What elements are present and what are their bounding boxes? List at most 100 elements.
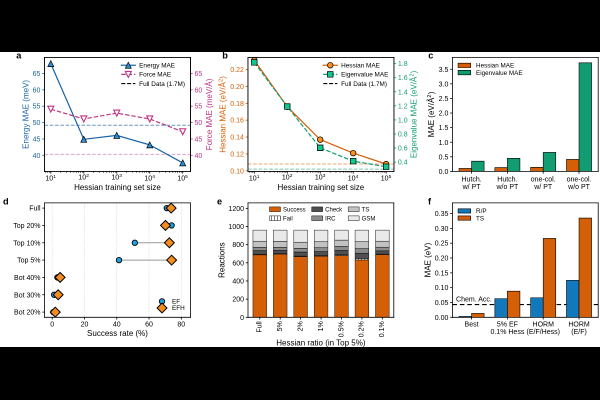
svg-text:w/o PT: w/o PT — [567, 184, 591, 191]
svg-text:0.18: 0.18 — [230, 101, 244, 108]
svg-text:400: 400 — [232, 279, 244, 286]
svg-text:55: 55 — [195, 104, 203, 111]
svg-text:w/ PT: w/ PT — [462, 184, 482, 191]
svg-text:(E/F/Hess): (E/F/Hess) — [526, 329, 559, 336]
svg-text:0.00: 0.00 — [435, 315, 449, 322]
svg-text:Full: Full — [29, 206, 41, 213]
svg-text:80: 80 — [177, 321, 185, 328]
svg-text:1 0 3: 1 0 3 — [111, 166, 123, 183]
svg-text:Top 10%: Top 10% — [13, 240, 40, 247]
svg-text:Full: Full — [257, 321, 264, 333]
svg-text:1 0 4: 1 0 4 — [348, 167, 360, 184]
svg-text:one-col.: one-col. — [567, 176, 592, 183]
svg-text:0.1% Hess: 0.1% Hess — [490, 329, 524, 336]
svg-text:65: 65 — [33, 71, 41, 78]
svg-text:0.0: 0.0 — [439, 169, 449, 176]
svg-text:800: 800 — [232, 242, 244, 249]
svg-text:M A E: M A E ( e V / Å ) 2 — [421, 87, 438, 137]
svg-text:Energy MAE (meV): Energy MAE (meV) — [21, 80, 30, 149]
svg-text:55: 55 — [33, 104, 41, 111]
svg-text:1.8: 1.8 — [398, 61, 408, 68]
svg-text:2%: 2% — [297, 321, 304, 331]
svg-text:EFH: EFH — [172, 305, 185, 312]
svg-text:Hessian training set size: Hessian training set size — [278, 183, 365, 192]
svg-text:2.0: 2.0 — [439, 111, 449, 118]
svg-text:1.0: 1.0 — [398, 117, 408, 124]
svg-text:0.30: 0.30 — [435, 226, 449, 233]
svg-text:1200: 1200 — [228, 206, 244, 213]
svg-text:0.14: 0.14 — [230, 135, 244, 142]
svg-text:(E/F): (E/F) — [571, 329, 587, 336]
svg-text:1.4: 1.4 — [398, 89, 408, 96]
svg-text:0.5%: 0.5% — [338, 321, 345, 337]
svg-text:one-col.: one-col. — [531, 176, 556, 183]
svg-text:1.6: 1.6 — [398, 75, 408, 82]
svg-text:45: 45 — [33, 137, 41, 144]
svg-text:0.05: 0.05 — [435, 300, 449, 307]
svg-text:1 0 5: 1 0 5 — [177, 167, 189, 184]
svg-text:5% EF: 5% EF — [497, 321, 518, 328]
svg-text:20: 20 — [81, 321, 89, 328]
svg-text:200: 200 — [232, 297, 244, 304]
svg-text:1 0 5: 1 0 5 — [381, 167, 393, 184]
svg-text:Energy MAE: Energy MAE — [139, 62, 175, 69]
svg-text:0.35: 0.35 — [435, 211, 449, 218]
svg-text:3.5: 3.5 — [439, 67, 449, 74]
svg-text:600: 600 — [232, 260, 244, 267]
svg-text:5%: 5% — [277, 321, 284, 331]
svg-text:Eigenvalue MAE: Eigenvalue MAE — [341, 72, 388, 79]
svg-text:1.0: 1.0 — [439, 140, 449, 147]
svg-text:HORM: HORM — [533, 321, 555, 328]
svg-text:40: 40 — [113, 321, 121, 328]
svg-text:Hessian training set size: Hessian training set size — [74, 183, 161, 192]
svg-text:1.5: 1.5 — [439, 125, 449, 132]
svg-text:Top 5%: Top 5% — [17, 258, 40, 265]
svg-text:1 0 4: 1 0 4 — [144, 167, 156, 184]
svg-text:40: 40 — [195, 153, 203, 160]
svg-text:45: 45 — [195, 137, 203, 144]
svg-text:40: 40 — [33, 153, 41, 160]
svg-text:0.16: 0.16 — [230, 118, 244, 125]
svg-text:MAE (eV): MAE (eV) — [424, 242, 433, 277]
svg-text:Fail: Fail — [283, 216, 293, 222]
svg-text:0.20: 0.20 — [230, 84, 244, 91]
svg-text:Check: Check — [325, 207, 343, 213]
svg-text:Top 20%: Top 20% — [13, 223, 40, 230]
svg-text:1%: 1% — [318, 321, 325, 331]
svg-text:e: e — [217, 196, 222, 206]
svg-text:E i g e: E i g e n v a l u e M A E ( e V / Å ) 2 — [404, 66, 421, 158]
svg-text:0.20: 0.20 — [435, 256, 449, 263]
svg-text:1.2: 1.2 — [398, 103, 408, 110]
svg-text:60: 60 — [33, 87, 41, 94]
svg-text:w/ PT: w/ PT — [533, 184, 553, 191]
svg-text:Hutch.: Hutch. — [461, 176, 481, 183]
svg-text:Reactions: Reactions — [217, 242, 226, 278]
svg-text:Full Data (1.7M): Full Data (1.7M) — [341, 81, 387, 88]
svg-text:Force MAE (meV/Å): Force MAE (meV/Å) — [205, 78, 214, 150]
svg-text:Success rate (%): Success rate (%) — [87, 329, 148, 338]
svg-text:1 0 2: 1 0 2 — [78, 166, 90, 183]
svg-text:Bot 20%: Bot 20% — [14, 310, 40, 317]
svg-text:0.4: 0.4 — [398, 160, 408, 167]
svg-text:w/o PT: w/o PT — [495, 184, 519, 191]
svg-text:60: 60 — [195, 87, 203, 94]
svg-text:Best: Best — [465, 321, 479, 328]
svg-text:Bot 30%: Bot 30% — [14, 292, 40, 299]
svg-text:Success: Success — [283, 207, 306, 213]
svg-text:0.25: 0.25 — [435, 241, 449, 248]
svg-text:Bot 40%: Bot 40% — [14, 275, 40, 282]
svg-text:0: 0 — [50, 321, 54, 328]
svg-text:IRC: IRC — [325, 216, 336, 222]
svg-text:0.6: 0.6 — [398, 146, 408, 153]
svg-text:0.12: 0.12 — [230, 151, 244, 158]
svg-text:3.0: 3.0 — [439, 81, 449, 88]
svg-text:a: a — [16, 52, 22, 61]
svg-text:1 0 1: 1 0 1 — [249, 167, 261, 184]
svg-text:Hessian MAE: Hessian MAE — [476, 63, 514, 70]
svg-text:1 0 3: 1 0 3 — [315, 166, 327, 183]
svg-text:Eigenvalue MAE: Eigenvalue MAE — [476, 70, 523, 77]
svg-text:60: 60 — [145, 321, 153, 328]
svg-text:b: b — [222, 52, 228, 61]
svg-text:1 0 1: 1 0 1 — [45, 167, 57, 184]
svg-text:c: c — [428, 52, 433, 61]
